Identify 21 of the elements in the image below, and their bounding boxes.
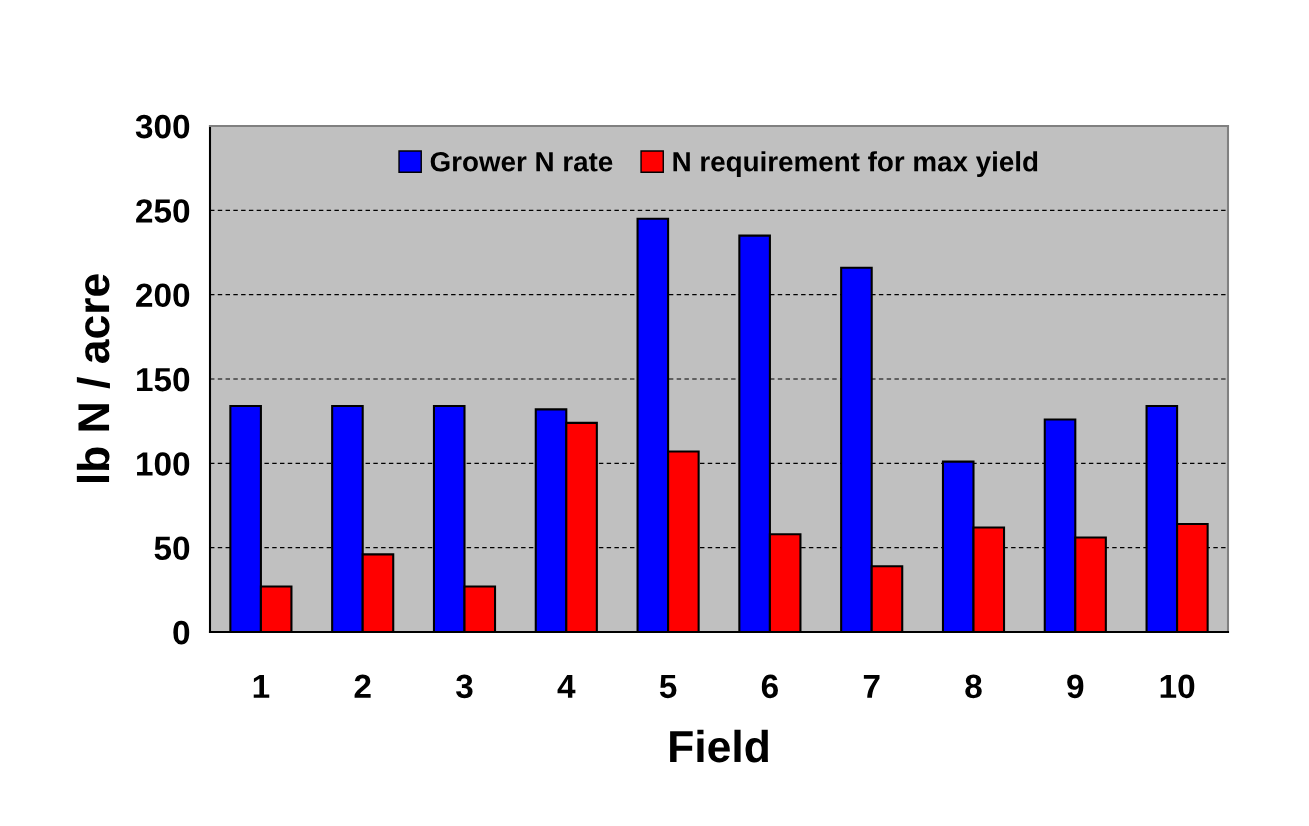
x-tick-label: 9 <box>1067 674 1084 699</box>
y-tick-label: 0 <box>173 620 190 645</box>
x-tick-label: 5 <box>659 674 677 699</box>
x-tick-label: 3 <box>456 674 473 699</box>
y-tick-label: 50 <box>154 536 190 561</box>
y-axis-title: lb N / acre <box>76 274 110 483</box>
y-tick-label: 200 <box>136 283 190 308</box>
y-tick-label: 300 <box>135 114 190 139</box>
x-axis-title: Field <box>670 729 768 763</box>
x-tick-label: 4 <box>557 674 576 698</box>
x-tick-label: 6 <box>761 674 778 699</box>
x-tick-label: 2 <box>354 674 371 698</box>
x-tick-label: 1 <box>253 674 270 698</box>
x-tick-label: 7 <box>863 674 880 698</box>
legend-label: Grower N rate <box>430 151 613 172</box>
y-tick-label: 150 <box>137 367 190 392</box>
y-tick-label: 250 <box>136 199 190 223</box>
legend-label: N requirement for max yield <box>673 151 1038 178</box>
y-tick-label: 100 <box>137 452 190 476</box>
x-tick-label: 8 <box>965 674 982 699</box>
x-tick-label: 10 <box>1160 674 1195 699</box>
